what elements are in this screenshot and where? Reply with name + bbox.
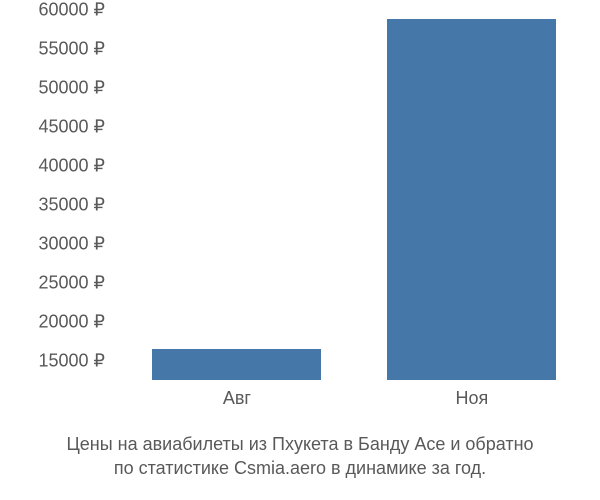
y-tick-label: 25000 ₽ [5,272,105,293]
y-tick-label: 35000 ₽ [5,194,105,215]
x-tick-label: Авг [223,388,251,409]
chart-caption: Цены на авиабилеты из Пхукета в Банду Ас… [0,432,600,481]
y-tick-label: 55000 ₽ [5,38,105,59]
caption-line-2: по статистике Csmia.aero в динамике за г… [114,458,486,478]
x-tick-label: Ноя [456,388,489,409]
y-tick-label: 45000 ₽ [5,116,105,137]
bar [387,19,556,380]
y-tick-label: 15000 ₽ [5,350,105,371]
price-chart: 15000 ₽ 20000 ₽ 25000 ₽ 30000 ₽ 35000 ₽ 40000… [0,0,600,420]
y-tick-label: 30000 ₽ [5,233,105,254]
plot-area [110,10,580,380]
caption-line-1: Цены на авиабилеты из Пхукета в Банду Ас… [66,434,533,454]
y-tick-label: 40000 ₽ [5,155,105,176]
bar [152,349,321,380]
y-tick-label: 20000 ₽ [5,311,105,332]
y-tick-label: 50000 ₽ [5,77,105,98]
y-tick-label: 60000 ₽ [5,0,105,21]
